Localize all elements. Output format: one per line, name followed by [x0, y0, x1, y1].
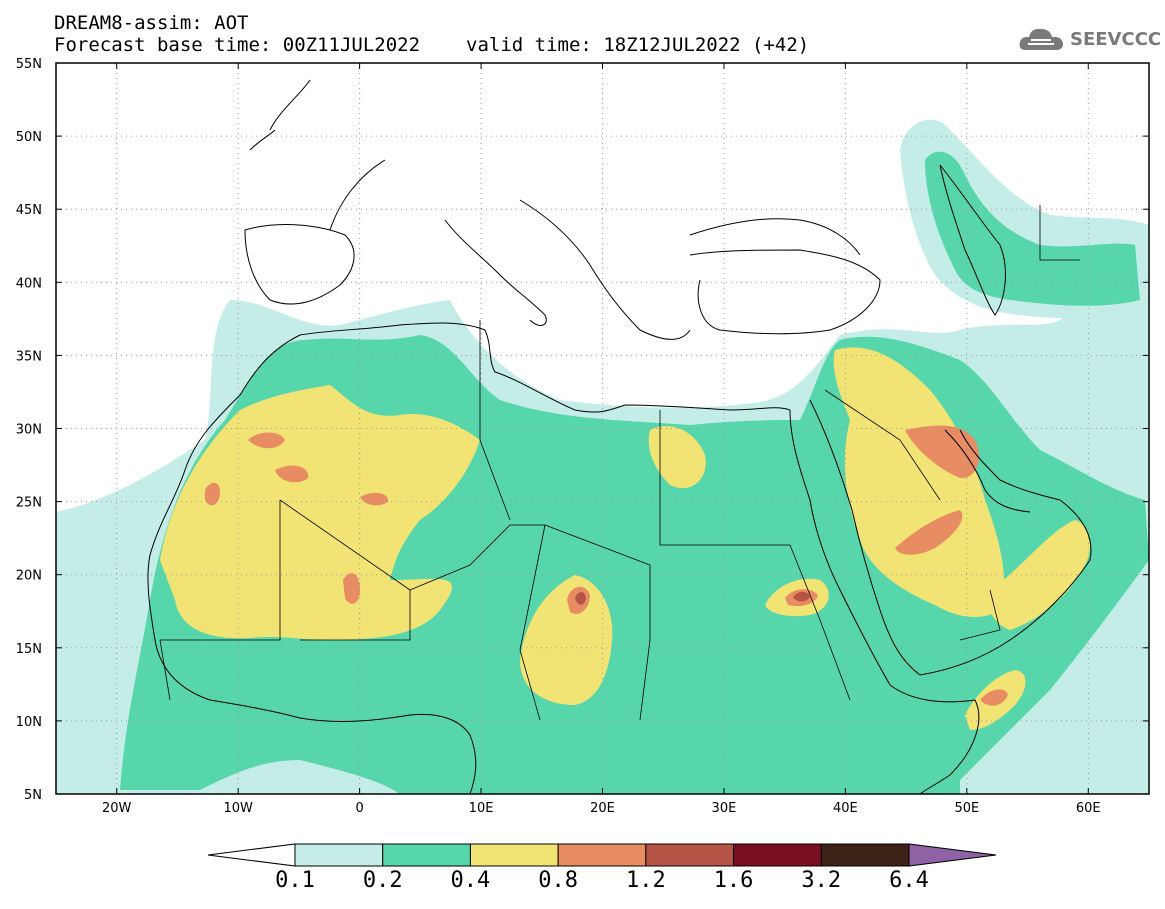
grid-lines: [56, 63, 1149, 794]
aot-contour-0.8-iraq: [905, 425, 980, 479]
lat-label-15N: 15N: [16, 642, 42, 657]
aot-contour-1.2-chad: [575, 592, 586, 605]
black-sea: [689, 218, 861, 256]
lat-label-30N: 30N: [16, 423, 42, 438]
coastlines: [147, 79, 1092, 794]
colorbar-arrow-high: [908, 843, 997, 867]
logo-text: SEEVCCC: [1070, 29, 1162, 50]
lon-label-0: 0: [355, 801, 363, 816]
lat-label-45N: 45N: [16, 203, 42, 218]
lon-label-10W: 10W: [223, 801, 253, 816]
aot-contour-0.8-saudi: [895, 510, 963, 555]
colorbar-label: 3.2: [801, 868, 842, 893]
lon-label-50E: 50E: [954, 801, 979, 816]
colorbar-box-1.2: [645, 843, 735, 867]
lat-label-20N: 20N: [16, 569, 42, 584]
balkans-greece: [519, 199, 691, 340]
lat-label-5N: 5N: [24, 788, 42, 803]
colorbar-label: 0.4: [450, 868, 491, 893]
lat-label-50N: 50N: [16, 130, 42, 145]
aot-contour-0.8-mor: [248, 432, 285, 449]
lat-label-40N: 40N: [16, 276, 42, 291]
seevccc-logo: SEEVCCC: [1018, 24, 1162, 54]
lat-label-25N: 25N: [16, 496, 42, 511]
colorbar-box-0.2: [382, 843, 471, 867]
aot-contour-0.8-alg1: [275, 465, 309, 483]
iberia: [244, 224, 355, 305]
lat-label-55N: 55N: [16, 57, 42, 72]
aot-contour-0.8-yemen: [980, 689, 1008, 706]
lon-label-30E: 30E: [712, 801, 737, 816]
colorbar-box-0.8: [557, 843, 647, 867]
lon-label-20E: 20E: [590, 801, 615, 816]
france-uk: [249, 79, 386, 231]
colorbar-label: 0.8: [538, 868, 579, 893]
colorbar-label: 1.6: [713, 868, 754, 893]
colorbar-label: 0.1: [275, 868, 315, 893]
aot-field: [56, 119, 1149, 794]
colorbar-box-1.6: [733, 843, 822, 867]
country-borders: [159, 205, 1080, 721]
italy: [444, 219, 547, 326]
turkey: [689, 249, 881, 335]
arabia-south: [919, 499, 1092, 676]
lon-label-60E: 60E: [1076, 801, 1101, 816]
lat-label-10N: 10N: [16, 715, 42, 730]
colorbar-label: 0.2: [362, 868, 403, 893]
aot-contour-0.2-caspian: [925, 151, 1140, 306]
cloud-icon: [1019, 28, 1063, 50]
lon-label-10E: 10E: [469, 801, 494, 816]
map-title: DREAM8-assim: AOT: [54, 12, 249, 34]
caspian: [939, 164, 1006, 316]
aot-contour-0.4-egypt: [648, 426, 706, 489]
aot-contour-0.8-alg2: [360, 492, 389, 506]
lon-tick-labels: 20W 10W 0 10E 20E 30E 40E 50E 60E: [102, 801, 1101, 816]
colorbar-arrow-low: [207, 843, 296, 867]
colorbar-label: 1.2: [625, 868, 666, 893]
lon-label-20W: 20W: [102, 801, 132, 816]
persian-gulf: [944, 429, 1031, 513]
aot-contour-0.8-maur: [205, 482, 220, 506]
aot-contour-0.4-oman: [988, 520, 1091, 630]
lat-label-35N: 35N: [16, 349, 42, 364]
gulf-coast: [959, 429, 1061, 501]
aot-contour-0.4: [160, 385, 480, 640]
red-sea-east: [809, 399, 921, 676]
colorbar-label: 6.4: [889, 868, 929, 893]
base-time-label: Forecast base time: 00Z11JUL2022: [54, 34, 421, 56]
aot-contour-1.2-sudan: [793, 591, 810, 602]
red-sea-west: [789, 409, 891, 686]
horn-africa: [889, 684, 980, 794]
tick-marks: [56, 62, 1149, 795]
valid-time-label: valid time: 18Z12JUL2022 (+42): [466, 34, 810, 56]
aot-contour-0.4-chad: [520, 575, 613, 705]
colorbar-box-3.2: [820, 843, 910, 867]
colorbar-box-0.4: [469, 843, 559, 867]
lon-label-40E: 40E: [833, 801, 858, 816]
colorbar-box-0.1: [294, 843, 384, 867]
lat-tick-labels: 55N 50N 45N 40N 35N 30N 25N 20N 15N 10N 5N: [16, 57, 42, 803]
west-africa-coast: [147, 554, 477, 794]
aot-contour-0.4-arabia: [833, 347, 1005, 617]
north-africa-coast: [149, 322, 791, 556]
time-info: Forecast base time: 00Z11JUL2022 valid ti…: [54, 34, 809, 56]
aot-contour-0.8-mali: [343, 573, 360, 604]
